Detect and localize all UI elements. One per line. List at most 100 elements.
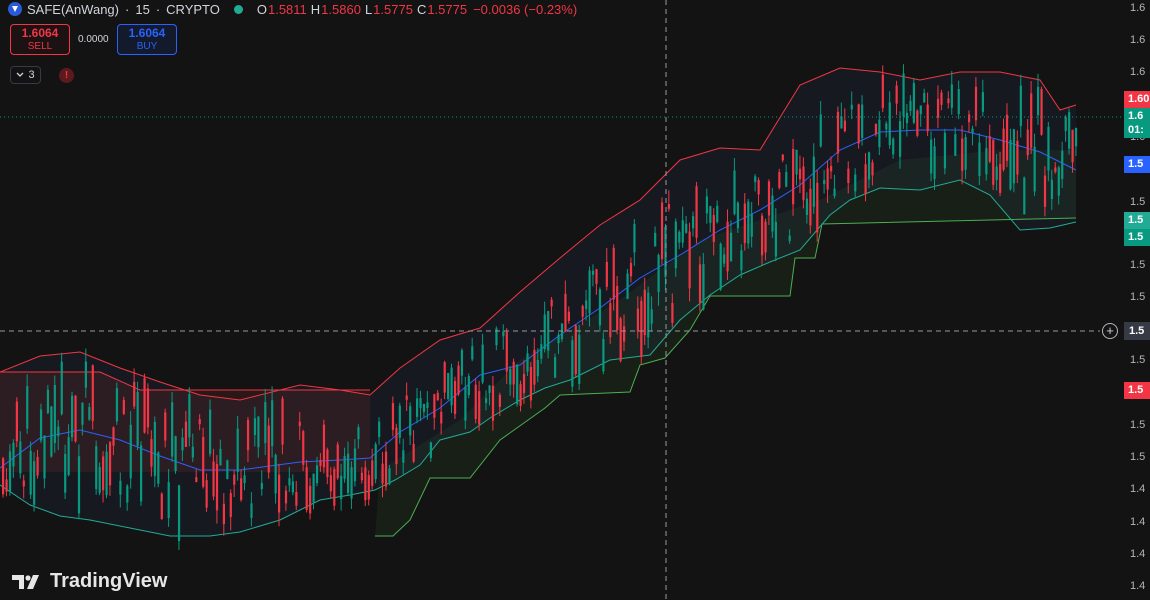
upper-band-price-tag: 1.60	[1124, 91, 1150, 108]
candle-body	[650, 309, 653, 324]
candle-body	[729, 232, 733, 262]
price-axis-label: 1.5	[1130, 419, 1146, 431]
candle-body	[15, 401, 18, 442]
candle-body	[660, 202, 664, 260]
candle-body	[443, 362, 446, 393]
candle-body	[212, 461, 215, 497]
low-value: 1.5775	[373, 1, 413, 17]
candle-body	[674, 221, 677, 269]
candle-body	[712, 215, 715, 242]
candle-body	[522, 374, 526, 394]
candle-body	[585, 300, 588, 310]
candle-body	[71, 395, 74, 438]
upper-band-line	[0, 67, 1077, 401]
candle-body	[246, 419, 250, 451]
price-axis-label: 1.5	[1130, 196, 1146, 208]
chevron-down-icon	[16, 72, 24, 77]
candle-body	[391, 403, 395, 430]
candle-body	[974, 86, 978, 121]
symbol-name[interactable]: SAFE(AnWang)	[27, 1, 119, 17]
candle-body	[329, 475, 332, 492]
buy-button[interactable]: 1.6064 BUY	[117, 24, 177, 55]
candle-body	[754, 176, 757, 183]
candle-body	[295, 492, 298, 506]
candle-body	[474, 384, 477, 419]
price-axis-label: 1.5	[1130, 354, 1146, 366]
candle-body	[992, 139, 995, 185]
candle-body	[764, 221, 767, 253]
candle-body	[871, 162, 874, 176]
candle-body	[119, 480, 122, 495]
candle-body	[305, 467, 308, 510]
candle-body	[457, 365, 460, 395]
candle-body	[888, 102, 891, 146]
candle-body	[264, 402, 267, 444]
candle-body	[405, 395, 408, 400]
candle-body	[374, 444, 377, 480]
candle-body	[398, 405, 401, 438]
buy-label: BUY	[136, 40, 158, 52]
candle-body	[905, 112, 909, 124]
candle-body	[188, 394, 191, 438]
candle-body	[274, 454, 277, 494]
candle-body	[460, 350, 464, 376]
candle-body	[433, 394, 436, 418]
price-axis-label: 1.4	[1130, 516, 1146, 528]
candle-body	[581, 305, 584, 317]
candle-body	[226, 460, 229, 480]
warning-icon[interactable]: !	[59, 68, 74, 83]
candle-body	[529, 366, 533, 401]
candle-body	[681, 220, 684, 243]
candle-body	[140, 445, 143, 502]
candle-body	[971, 128, 974, 133]
candle-body	[999, 163, 1002, 193]
candle-body	[347, 453, 350, 493]
candle-body	[843, 120, 846, 132]
candle-body	[284, 490, 288, 504]
candle-body	[919, 105, 922, 115]
candle-body	[84, 361, 87, 388]
candle-body	[664, 226, 667, 278]
candle-body	[39, 409, 43, 441]
candle-body	[243, 475, 246, 484]
candle-body	[916, 110, 919, 136]
candle-body	[257, 416, 260, 448]
candle-body	[102, 456, 105, 491]
candle-body	[422, 403, 426, 412]
candle-body	[778, 172, 781, 188]
candle-body	[743, 203, 746, 244]
candle-body	[936, 98, 940, 118]
candle-body	[840, 116, 843, 129]
candle-body	[153, 421, 156, 476]
interval-label[interactable]: 15	[135, 1, 150, 17]
indicators-toggle-button[interactable]: 3	[10, 66, 41, 84]
sell-button[interactable]: 1.6064 SELL	[10, 24, 70, 55]
candle-body	[36, 456, 39, 476]
candle-body	[236, 428, 239, 472]
candle-body	[885, 123, 888, 130]
candle-body	[384, 451, 388, 487]
price-axis-label: 1.4	[1130, 548, 1146, 560]
candle-body	[19, 441, 22, 474]
candle-body	[536, 359, 539, 377]
sell-label: SELL	[27, 40, 53, 52]
candle-body	[647, 292, 650, 338]
candle-body	[447, 372, 450, 399]
candle-body	[74, 395, 77, 442]
add-alert-plus-icon[interactable]: +	[1102, 323, 1118, 339]
candle-body	[767, 181, 771, 216]
high-label: H	[310, 1, 321, 17]
price-axis-label: 1.6	[1130, 66, 1146, 78]
candle-body	[1061, 150, 1064, 179]
candle-body	[930, 139, 933, 174]
candle-body	[1012, 129, 1016, 184]
candle-body	[312, 473, 315, 503]
candle-body	[964, 137, 967, 170]
candle-body	[740, 250, 743, 271]
candle-body	[174, 436, 177, 472]
candle-body	[1023, 177, 1026, 215]
candle-body	[671, 303, 674, 323]
candle-body	[926, 104, 929, 132]
